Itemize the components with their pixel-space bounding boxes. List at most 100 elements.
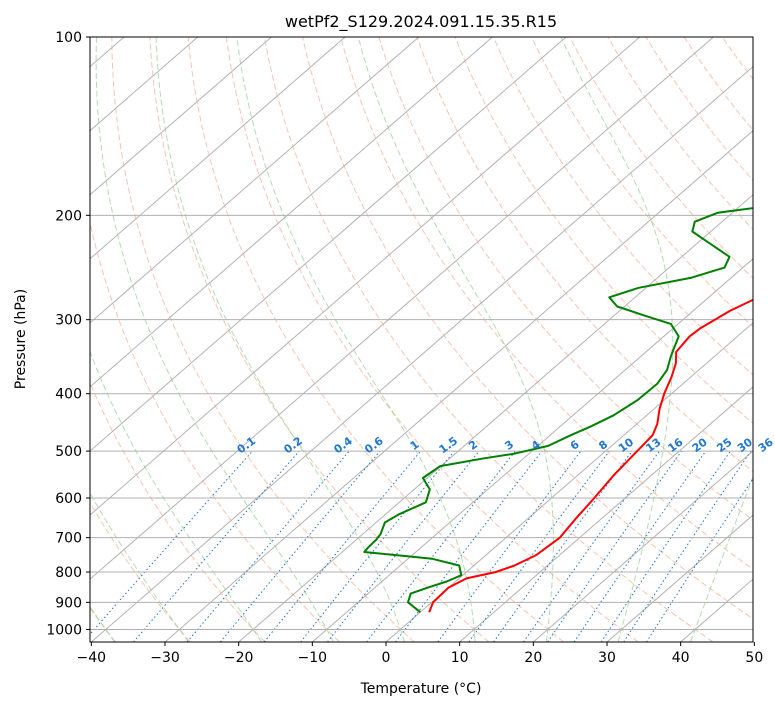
- dry-adiabat-line: [111, 37, 415, 642]
- dry-adiabat-line: [149, 37, 490, 642]
- isotherm-line: [238, 194, 753, 642]
- pressure-gridlines: [90, 36, 753, 630]
- y-tick-label: 600: [55, 491, 82, 507]
- isotherm-line: [90, 37, 272, 196]
- mixing-ratio-line: [600, 450, 731, 642]
- mixing-ratio-line: [327, 450, 480, 642]
- dry-adiabat-line: [225, 37, 639, 642]
- x-tick-label: −10: [298, 650, 328, 666]
- mixing-ratio-label: 1: [408, 438, 422, 453]
- isotherm-line: [385, 322, 753, 642]
- y-tick-label: 700: [55, 531, 82, 547]
- x-tick-label: −40: [77, 650, 107, 666]
- dry-adiabat-line: [416, 37, 753, 473]
- x-tick-label: −30: [150, 650, 180, 666]
- moist-adiabat-line: [95, 37, 334, 642]
- isotherm-line: [90, 37, 567, 452]
- dry-adiabat-line: [492, 37, 753, 376]
- temperature-profile: [428, 298, 753, 613]
- isotherm-line: [90, 37, 493, 388]
- dry-adiabat-line: [302, 37, 753, 620]
- mixing-ratio-line: [263, 450, 422, 642]
- dry-adiabat-line: [378, 37, 753, 521]
- y-tick-label: 800: [55, 565, 82, 581]
- mixing-ratio-line: [547, 450, 683, 642]
- background-lines: [90, 37, 775, 642]
- dry-adiabat-line: [645, 37, 753, 181]
- x-axis-label: Temperature (°C): [360, 681, 482, 697]
- mixing-ratio-label: 0.2: [281, 434, 304, 456]
- dry-adiabat-line: [340, 37, 753, 570]
- isotherm-line: [533, 450, 753, 642]
- isotherm-line: [90, 37, 714, 580]
- mixing-ratio-line: [300, 450, 455, 642]
- dry-adiabat-line: [187, 37, 564, 642]
- mixing-ratio-label: 0.1: [235, 434, 258, 456]
- x-tick-label: −20: [224, 650, 254, 666]
- x-tick-label: 40: [672, 650, 690, 666]
- dry-adiabat-line: [683, 37, 753, 131]
- mixing-ratio-label: 2: [466, 438, 480, 453]
- isotherm-line: [606, 514, 753, 642]
- mixing-ratio-label: 3: [502, 438, 516, 453]
- mixing-ratio-line: [523, 450, 660, 642]
- mixing-ratio-label: 8: [596, 438, 610, 453]
- x-tick-label: 20: [524, 650, 542, 666]
- mixing-ratio-line: [219, 450, 381, 642]
- dry-adiabat-line: [607, 37, 753, 231]
- dry-adiabat-line: [721, 37, 753, 80]
- isotherm-line: [754, 37, 775, 642]
- line-labels: 0.1 0.2 0.4 0.6 1 1.5 2 3 4 6 8 10 13 16 20 25 30 36: [235, 434, 775, 456]
- y-tick-label: 900: [55, 595, 82, 611]
- moist-adiabat-line: [236, 37, 476, 642]
- isotherm-line: [90, 37, 420, 324]
- y-axis-label: Pressure (hPa): [13, 289, 29, 389]
- x-tick-label: 30: [598, 650, 616, 666]
- mixing-ratio-label: 10: [616, 435, 636, 455]
- isotherm-line: [90, 37, 641, 516]
- plot-frame: [89, 36, 754, 643]
- moist-adiabat-line: [155, 37, 405, 642]
- y-tick-label: 100: [55, 30, 82, 46]
- mixing-ratio-line: [366, 450, 516, 642]
- y-axis-ticks: 100 200 300 400 500 600 700 800 900 1000: [46, 30, 90, 638]
- dry-adiabat-line: [761, 37, 775, 642]
- mixing-ratio-label: 0.4: [331, 434, 355, 456]
- chart-title: wetPf2_S129.2024.091.15.35.R15: [285, 12, 557, 32]
- y-tick-label: 200: [55, 208, 82, 224]
- profile-curves: [363, 207, 753, 613]
- y-tick-label: 500: [55, 444, 82, 460]
- dry-adiabat-line: [90, 501, 191, 642]
- moist-adiabat-line: [560, 37, 674, 642]
- mixing-ratio-line: [395, 450, 543, 642]
- dry-adiabat-line: [90, 220, 340, 642]
- mixing-ratio-line: [437, 450, 582, 642]
- mixing-ratio-line: [493, 450, 633, 642]
- mixing-ratio-label: 13: [643, 436, 663, 456]
- isotherm-line: [164, 130, 753, 642]
- dry-adiabat-line: [263, 37, 714, 642]
- x-tick-label: 10: [451, 650, 469, 666]
- y-tick-label: 300: [55, 313, 82, 329]
- moist-adiabat-line: [690, 475, 753, 642]
- mixing-ratio-line: [573, 450, 707, 642]
- x-axis-ticks: −40 −30 −20 −10 0 10 20 30 40 50: [77, 642, 763, 666]
- mixing-ratio-line: [186, 450, 350, 642]
- mixing-ratio-line: [468, 450, 610, 642]
- x-tick-label: 0: [382, 650, 391, 666]
- isotherm-line: [90, 37, 346, 260]
- mixing-ratio-line: [90, 450, 253, 635]
- isotherm-line: [91, 65, 753, 642]
- dry-adiabat-line: [531, 37, 753, 328]
- dry-adiabat-line: [90, 381, 266, 642]
- moist-adiabat-line: [90, 350, 262, 642]
- dewpoint-profile: [363, 207, 753, 613]
- isotherm-line: [312, 258, 753, 642]
- mixing-ratio-label: 36: [756, 435, 775, 455]
- mixing-ratio-label: 25: [714, 436, 734, 456]
- mixing-ratio-label: 6: [568, 438, 582, 453]
- isotherm-line: [459, 386, 753, 642]
- y-tick-label: 400: [55, 387, 82, 403]
- dry-adiabat-line: [454, 37, 753, 424]
